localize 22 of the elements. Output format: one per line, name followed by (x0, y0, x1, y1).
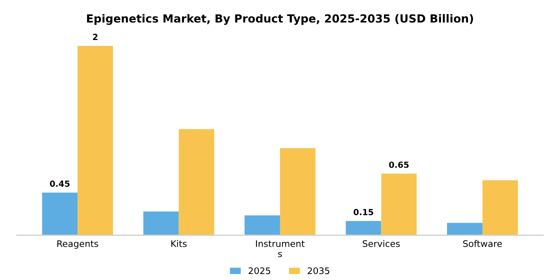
bar (178, 129, 214, 236)
legend-label: 2025 (248, 267, 270, 274)
bar (78, 46, 113, 236)
data-label: 0.65 (389, 162, 409, 168)
data-label: 0.15 (354, 208, 374, 216)
x-tick-label: Kits (171, 240, 187, 248)
data-label: 0.45 (50, 180, 70, 187)
bar (482, 180, 518, 236)
x-tick-label: Services (362, 240, 400, 248)
bar (346, 221, 382, 236)
bar (42, 192, 78, 236)
bar (381, 174, 417, 236)
data-label: 2 (93, 34, 98, 40)
x-tick-label: Reagents (57, 240, 98, 249)
x-tick-label: Software (463, 240, 502, 248)
legend-label: 2035 (308, 267, 330, 274)
bar (280, 148, 316, 236)
bar (244, 215, 280, 236)
bar (447, 222, 482, 236)
bar (143, 212, 179, 236)
x-tick-label: Instrument s (256, 240, 305, 258)
chart-title: Epigenetics Market, By Product Type, 2025-2035 (USD Billion) (87, 14, 474, 25)
